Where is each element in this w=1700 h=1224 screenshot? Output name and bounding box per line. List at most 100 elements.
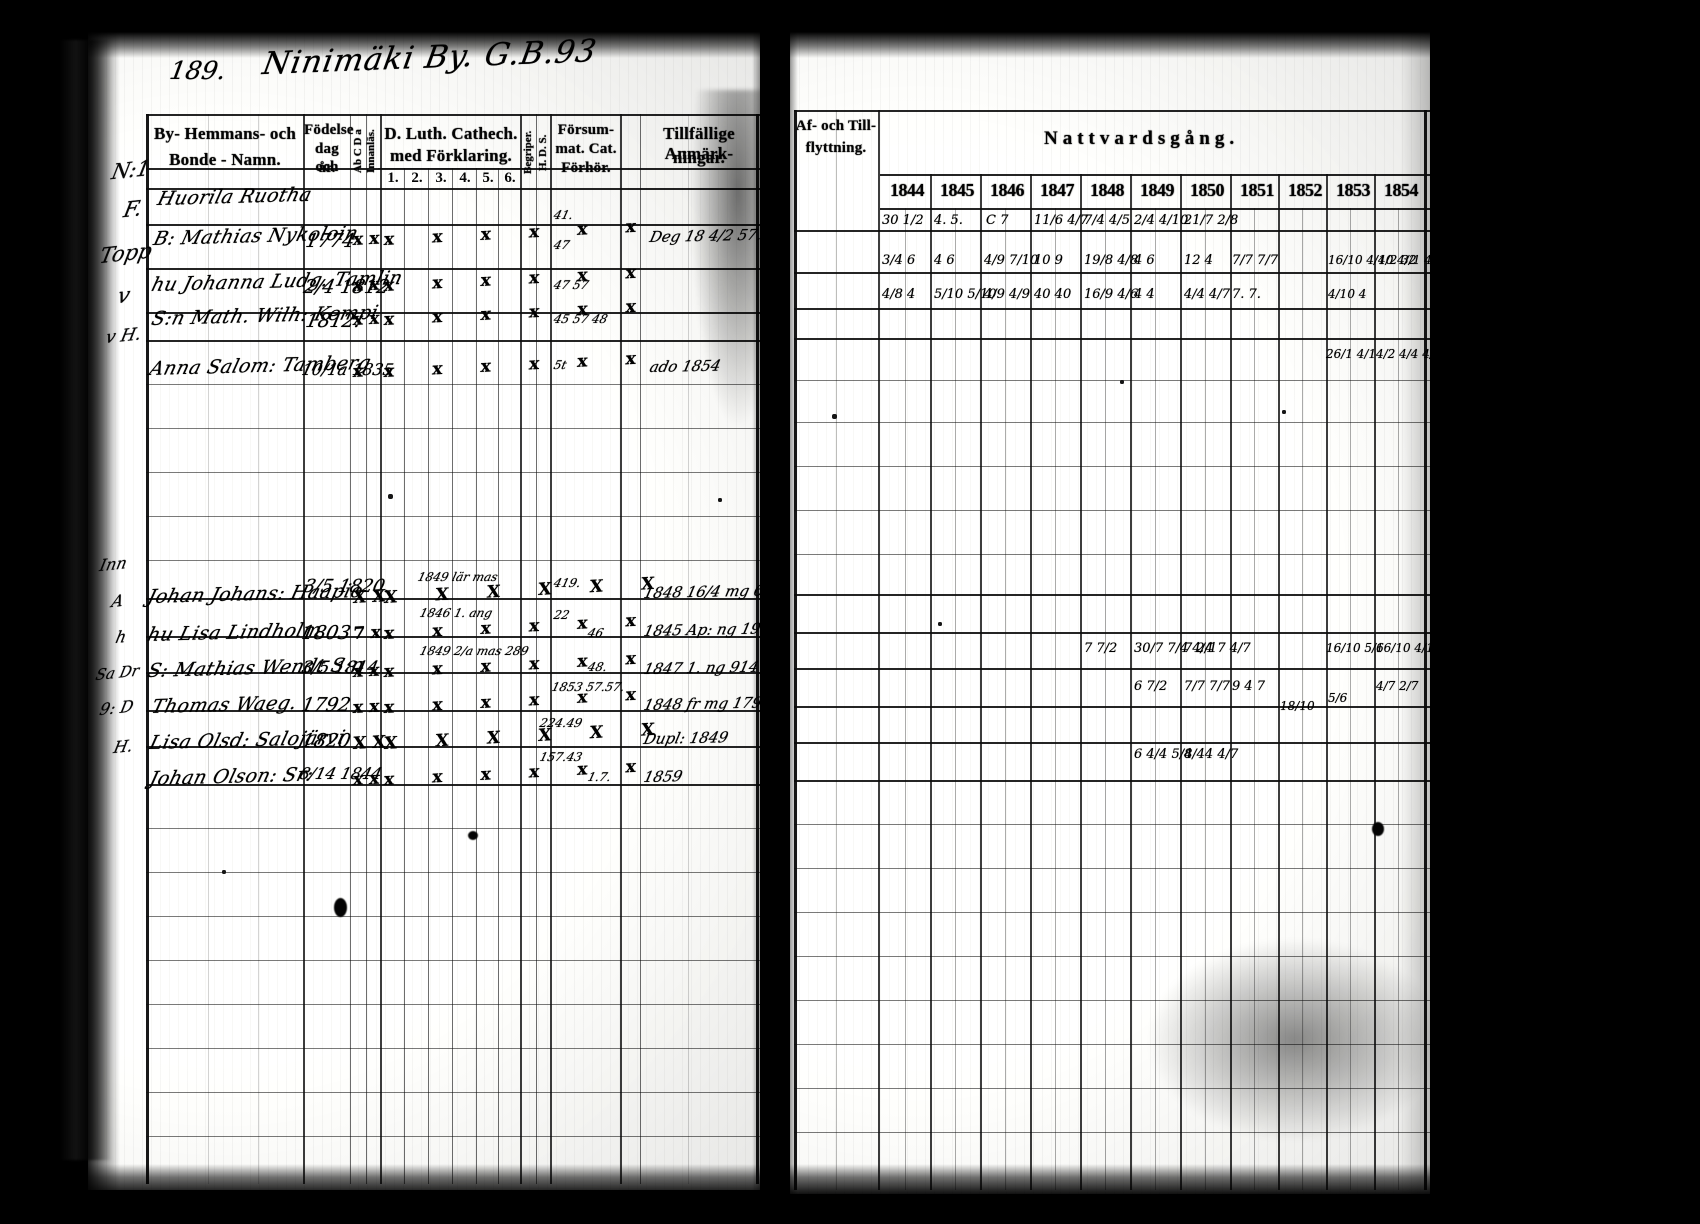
- r-table-top-rule: [794, 110, 1430, 112]
- row-rule-19: [146, 960, 760, 961]
- row-rule-9: [146, 560, 760, 561]
- nattv-entry-r1-1847: 11/6 4/7: [1034, 213, 1089, 228]
- r-row-rule-1: [794, 230, 1430, 232]
- header-moving-line2: flyttning.: [805, 140, 867, 156]
- year-header-1851: 1851: [1240, 180, 1275, 200]
- nattv-entry-r6-1852: 18/10: [1280, 699, 1315, 713]
- row-birth-9: 1820: [299, 730, 353, 752]
- row-forsum-3: 45 57 48: [552, 312, 610, 326]
- nattv-entry-r5-1849: 30/7 7/4 4/4: [1134, 641, 1214, 656]
- year-header-1849: 1849: [1140, 180, 1175, 200]
- row-forsum-8: 1853 57.57.: [550, 680, 627, 694]
- nattv-entry-r2-1848: 19/8 4/8: [1084, 253, 1139, 268]
- nattv-entry-r6-1853: 5/6: [1328, 691, 1348, 705]
- nattv-entry-r1-1850: 21/7 2/8: [1184, 213, 1239, 228]
- header-hds-vertical: H. D. S.: [537, 134, 549, 172]
- nattv-entry-r6-1854: 4/7 2/7: [1376, 679, 1419, 693]
- row-remarks-7: 1847 1. ng 914: [641, 657, 761, 679]
- r-row-rule-12: [794, 668, 1430, 670]
- row-rule-20: [146, 1004, 760, 1005]
- nattv-entry-r3-1850: 4/4 4/7: [1184, 287, 1230, 302]
- nattv-entry-r2-1849: 4 6: [1134, 253, 1155, 268]
- year-header-1850: 1850: [1190, 180, 1225, 200]
- r-speck-a: [832, 414, 837, 419]
- row-read-10: x x: [352, 768, 381, 790]
- right-register-page: Af- och Till- flyttning. Nattvardsgång. …: [790, 22, 1480, 1194]
- header-birth-line1: Födelse: [304, 122, 354, 138]
- row-rule-15: [146, 784, 760, 786]
- ink-blob-a: [334, 898, 347, 917]
- r-rule-y5: [1130, 174, 1132, 1190]
- row-name-8: Thomas Waeg.: [149, 691, 300, 719]
- left-register-page: 189. Ninimäki By. G.B.93 By- Hemmans- oc…: [88, 28, 785, 1190]
- col-rule-c1: [404, 168, 405, 1184]
- header-reading-vertical: Ab C D a Innanläs.: [352, 129, 377, 173]
- col-rule-c4: [476, 168, 477, 1184]
- speck-c: [718, 498, 722, 502]
- nattv-entry-r3-1845: 5/10 5/10: [934, 287, 997, 302]
- r-row-rule-20: [794, 1000, 1430, 1001]
- row-rule-23: [146, 1136, 760, 1137]
- row-rule-8: [146, 516, 760, 517]
- row-rule-10: [146, 598, 760, 600]
- header-birth-line2: dag och: [315, 141, 339, 175]
- row-remarks-8: 1848 fr mg 179: [641, 693, 764, 715]
- year-header-1852: 1852: [1288, 180, 1323, 200]
- col-rule-remarks-left: [640, 114, 641, 1184]
- col-rule-name-right: [303, 114, 305, 1184]
- r-row-rule-14: [794, 742, 1430, 744]
- nattv-entry-r2-1844: 3/4 6: [882, 253, 916, 268]
- nattv-entry-r4-1853: 26/1 4/1: [1326, 347, 1377, 361]
- nattv-entry-r6-1850: 7/7 7/7: [1184, 679, 1230, 694]
- col-rule-c2: [428, 168, 429, 1184]
- nattv-entry-r7-1849: 6 4/4 5/8: [1134, 747, 1193, 762]
- nattv-entry-r6-1849: 6 7/2: [1134, 679, 1168, 694]
- row-forsum-2: 47 57: [552, 278, 591, 292]
- speck-a: [222, 870, 226, 874]
- header-mid-rule: [146, 168, 760, 170]
- row-rule-3: [146, 312, 760, 314]
- nattv-entry-r2-1853: 16/10 4/10 4/2: [1328, 253, 1417, 267]
- nattv-entry-r7-1850: 4/44 4/7: [1184, 747, 1239, 762]
- r-speck-b: [938, 622, 942, 626]
- margin-mark-vh: v H.: [103, 324, 144, 349]
- row-read-3: x x: [352, 308, 381, 330]
- header-catech-line1: D. Luth. Cathech.: [384, 124, 518, 143]
- row-hds-9: 224.49: [538, 716, 584, 730]
- row-birth-1: 1774: [303, 230, 357, 252]
- r-row-rule-16: [794, 824, 1430, 825]
- row-catech-4: x x x x x x: [383, 348, 653, 382]
- header-moving-line1: Af- och Till-: [795, 118, 877, 134]
- row-rule-18: [146, 916, 760, 917]
- r-row-rule-22: [794, 1088, 1430, 1089]
- r-halfrule-10: [1350, 208, 1351, 1190]
- speck-b: [388, 494, 393, 499]
- row-rule-22: [146, 1092, 760, 1093]
- r-row-rule-18: [794, 912, 1430, 913]
- r-row-rule-7: [794, 466, 1430, 467]
- row-rule-17: [146, 872, 760, 873]
- nattv-entry-r3-1844: 4/8 4: [882, 287, 916, 302]
- page-number: 189.: [167, 56, 229, 85]
- r-row-rule-2: [794, 272, 1430, 274]
- nattv-entry-r3-1848: 16/9 4/6: [1084, 287, 1139, 302]
- row-forsum-7: 48.: [586, 660, 609, 674]
- guide-rule-b: [258, 114, 259, 1184]
- scan-vignette-right: [1400, 0, 1700, 1224]
- r-rule-y9: [1326, 174, 1328, 1190]
- r-speck-c: [1120, 380, 1124, 384]
- catech-number-2: 2.: [411, 170, 423, 186]
- col-rule-hds: [550, 114, 552, 1184]
- col-rule-right-edge: [756, 114, 759, 1184]
- col-rule-read-right: [380, 114, 382, 1184]
- r-rule-y1: [930, 174, 932, 1190]
- nattv-entry-r2-1854: 4/2 3/1 4/1: [1378, 253, 1444, 267]
- nattv-entry-r2-1847: 10 9: [1034, 253, 1063, 268]
- r-row-rule-8: [794, 510, 1430, 511]
- nattv-entry-r3-1851: 7. 7.: [1232, 287, 1261, 302]
- col-rule-c3: [452, 168, 453, 1184]
- row-birth-4: 10/1a 1835: [299, 360, 396, 379]
- nattv-entry-r1-1844: 30 1/2: [882, 213, 924, 228]
- row-read-7: x x: [352, 660, 381, 682]
- year-header-1853: 1853: [1336, 180, 1371, 200]
